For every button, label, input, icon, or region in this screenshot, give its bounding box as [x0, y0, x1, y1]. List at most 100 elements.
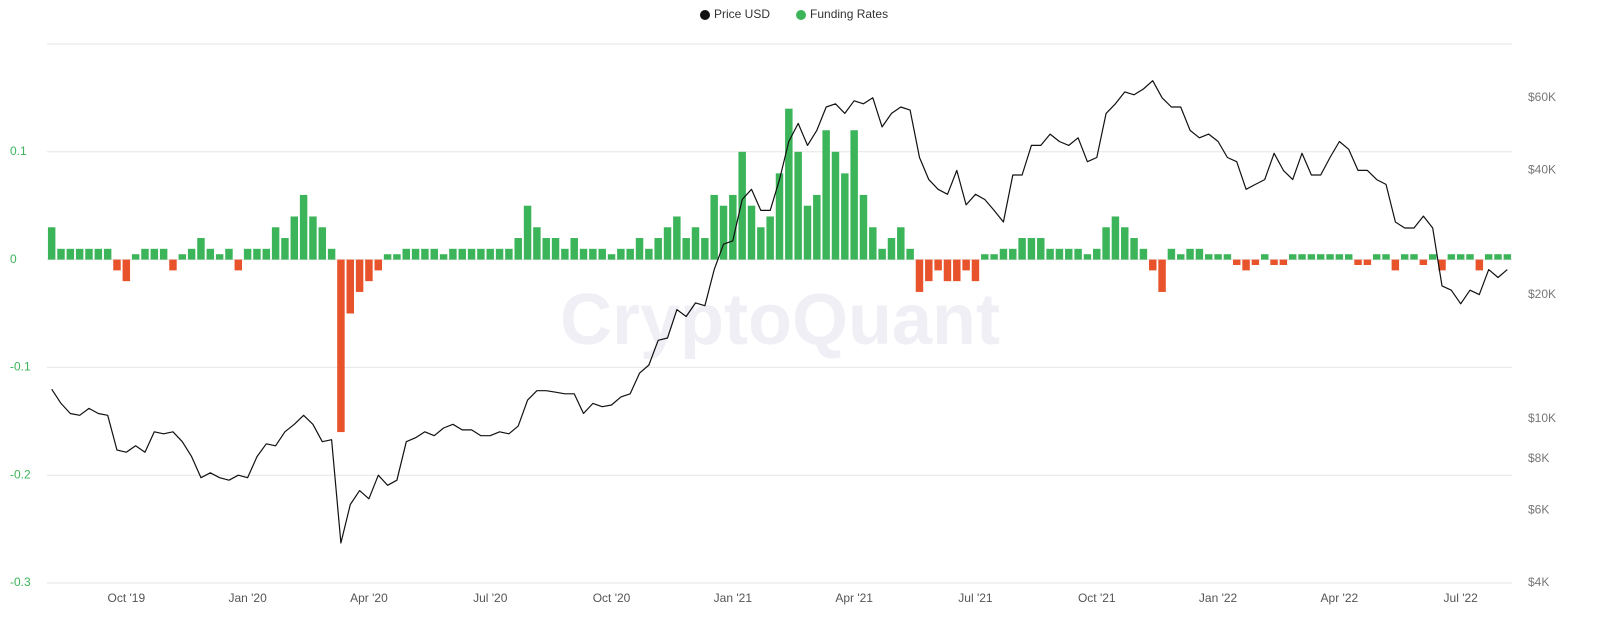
bar [1232, 259, 1241, 265]
watermark: CryptoQuant [560, 280, 1000, 360]
bar [141, 248, 149, 260]
bar [374, 259, 382, 271]
bar [477, 248, 485, 260]
bar [1055, 248, 1064, 260]
bar [729, 194, 737, 260]
bar [850, 130, 858, 260]
bar [934, 259, 942, 271]
bar [635, 238, 644, 260]
bar [1335, 254, 1344, 260]
bar [1456, 254, 1465, 260]
legend-swatch [700, 10, 710, 20]
bar [999, 248, 1008, 260]
bar [1149, 259, 1157, 271]
bar [495, 248, 504, 260]
legend-item[interactable]: Price USD [700, 7, 770, 21]
bar [1447, 254, 1456, 260]
bar [1205, 254, 1213, 260]
bar [113, 259, 121, 271]
bar [1503, 254, 1512, 260]
bar [1438, 259, 1446, 271]
bar [626, 248, 634, 260]
bar [766, 216, 774, 260]
y-tick-label: 0.1 [10, 144, 27, 158]
bar [169, 259, 177, 271]
legend-label: Funding Rates [810, 7, 888, 21]
bar [1242, 259, 1250, 271]
bar [897, 227, 905, 260]
x-tick-label: Jul '20 [473, 591, 508, 605]
bar [1419, 259, 1428, 265]
bar [421, 248, 429, 260]
bar [486, 248, 494, 260]
bar [710, 194, 718, 260]
bar [1167, 248, 1176, 260]
bar [1139, 248, 1148, 260]
bar [775, 173, 784, 260]
bar [346, 259, 354, 314]
bar [1344, 254, 1353, 260]
y-tick-label: 0 [10, 252, 17, 266]
y2-tick-label: $4K [1528, 575, 1549, 589]
bar [1307, 254, 1316, 260]
bar [178, 254, 187, 260]
bar [1214, 254, 1222, 260]
bar [1009, 248, 1017, 260]
bar [94, 248, 103, 260]
bar [1475, 259, 1484, 271]
bar [869, 227, 877, 260]
bar [103, 248, 112, 260]
bar [122, 259, 131, 282]
bar [253, 248, 261, 260]
x-tick-label: Apr '20 [350, 591, 388, 605]
bar [887, 238, 896, 260]
bar [514, 238, 522, 260]
y2-tick-label: $60K [1528, 90, 1556, 104]
bar [1484, 254, 1493, 260]
bar [617, 248, 625, 260]
bar [467, 248, 476, 260]
bar [1111, 216, 1120, 260]
bar [1018, 238, 1026, 260]
y2-tick-label: $8K [1528, 451, 1549, 465]
bar [1298, 254, 1306, 260]
legend-label: Price USD [714, 7, 770, 21]
bar [1186, 248, 1194, 260]
bar [542, 238, 550, 260]
bar [971, 259, 980, 282]
bar [1121, 227, 1129, 260]
bar [962, 259, 970, 271]
bar [47, 227, 56, 260]
bar [1494, 254, 1502, 260]
bar [551, 238, 560, 260]
bar [1083, 254, 1092, 260]
bar [1037, 238, 1045, 260]
legend-item[interactable]: Funding Rates [796, 7, 888, 21]
bar [701, 238, 709, 260]
bar [738, 151, 746, 260]
x-tick-label: Apr '21 [835, 591, 873, 605]
bar [1400, 254, 1409, 260]
bar [523, 205, 532, 260]
bar [430, 248, 438, 260]
y-tick-label: -0.2 [10, 467, 31, 481]
bar [1195, 248, 1204, 260]
bar [206, 248, 215, 260]
bar [598, 248, 606, 260]
bar [589, 248, 597, 260]
x-tick-label: Apr '22 [1321, 591, 1359, 605]
bar [981, 254, 989, 260]
bar [215, 254, 224, 260]
bar [654, 238, 662, 260]
bar [1382, 254, 1390, 260]
bar [458, 248, 466, 260]
bar [393, 254, 401, 260]
bar [841, 173, 849, 260]
x-tick-label: Oct '19 [107, 591, 145, 605]
bar [271, 227, 280, 260]
bar [411, 248, 420, 260]
x-tick-label: Oct '21 [1078, 591, 1116, 605]
bar [673, 216, 681, 260]
bar [439, 254, 448, 260]
